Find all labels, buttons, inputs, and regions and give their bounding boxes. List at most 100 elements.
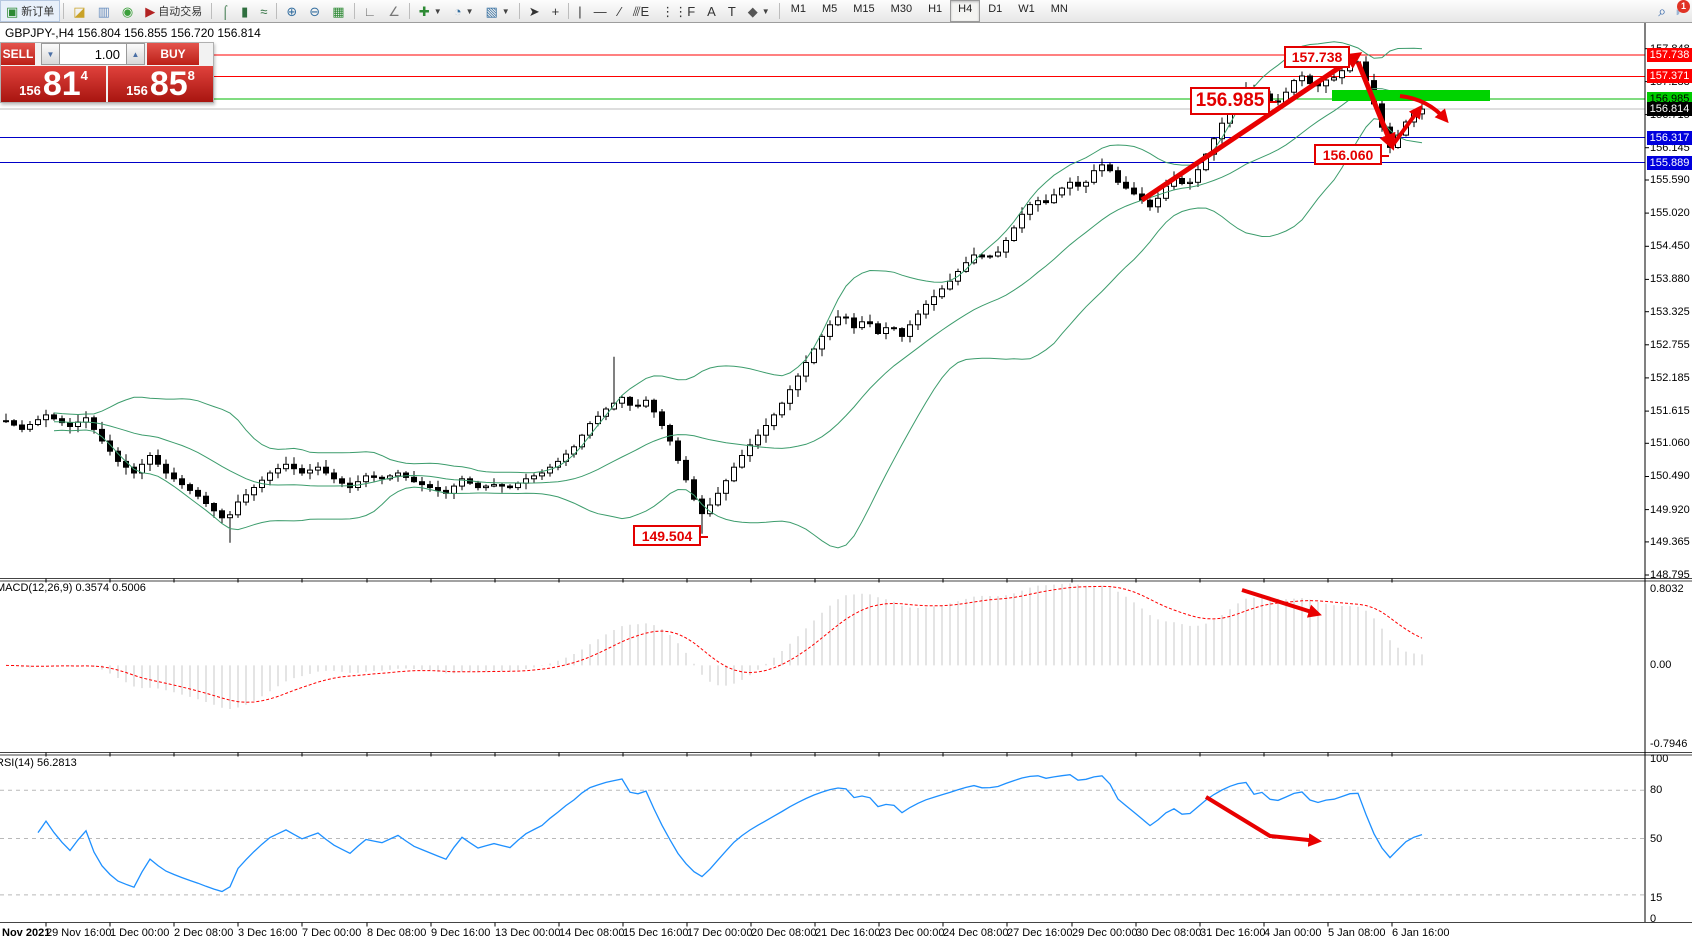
volume-input[interactable] [60,43,126,65]
shapes-button[interactable]: ◆ ▼ [742,0,776,22]
profile-icon: ▥ [97,3,110,19]
text-button[interactable]: A [701,0,722,22]
time-axis-label: 27 Dec 16:00 [1007,927,1073,939]
crosshair-button[interactable]: + [546,0,566,22]
price-annotation-label[interactable]: 156.985 [1190,87,1277,115]
styler-button[interactable]: ◪ [67,0,91,22]
search-icon[interactable]: ⌕ [1658,2,1667,19]
price-axis-tick-label: 149.920 [1650,504,1690,516]
axis-tick-marks [45,48,1649,927]
new-order-button[interactable]: ▣ 新订单 [0,0,61,22]
time-axis-label: 3 Dec 16:00 [238,927,298,939]
notifications-icon[interactable]: ◗1 [1674,0,1690,19]
price-axis-tick-label: 155.590 [1650,174,1690,186]
label-icon: T [727,3,736,19]
price-axis-tick-label: 149.365 [1650,536,1690,548]
horizontal-line-button[interactable]: — [588,0,613,22]
tile-windows-icon: ▦ [332,3,345,19]
fibonacci-button[interactable]: ⋮⋮F [655,0,701,22]
fibonacci-icon: ⋮⋮F [661,3,696,19]
indicator-list-icon: ∠ [388,3,400,19]
timeframe-button-h1[interactable]: H1 [928,3,943,15]
price-axis-tick-label: 152.755 [1650,339,1690,351]
trend-arrows[interactable] [1140,52,1449,847]
time-axis-label: 31 Dec 16:00 [1200,927,1266,939]
label-button[interactable]: T [722,0,742,22]
buy-button[interactable]: BUY [147,43,199,65]
vertical-line-icon: | [578,3,582,19]
chevron-down-icon[interactable]: ▼ [465,6,474,16]
annotation-anchor-tick [1350,57,1357,59]
price-annotation-label[interactable]: 157.738 [1284,46,1357,68]
time-axis-label: 8 Dec 08:00 [367,927,427,939]
volume-increase-button[interactable]: ▲ [126,43,145,65]
sell-price-tile[interactable]: 156 81 4 [1,66,106,102]
macd-histogram [13,583,1423,709]
cursor-icon: ➤ [528,3,540,19]
zoom-out-button[interactable]: ⊖ [303,0,326,22]
autotrading-button[interactable]: ▶ 自动交易 [139,0,208,22]
channel-icon: ⫻E [632,3,650,19]
rsi-scale-label: 100 [1650,753,1669,765]
trendline-button[interactable]: ∕ [613,0,627,22]
time-axis-label: 13 Dec 00:00 [495,927,561,939]
sell-button[interactable]: SELL [1,43,35,65]
channel-button[interactable]: ⫻E [627,0,655,22]
notification-count-badge: 1 [1677,0,1690,13]
buy-price-tile[interactable]: 156 85 8 [108,66,213,102]
toolbar-separator [276,3,278,19]
time-axis-label: 15 Dec 16:00 [623,927,689,939]
add-indicator-icon: ✚ [418,3,430,19]
indicators-button[interactable]: ∟ [358,0,383,22]
price-level-badge: 157.738 [1647,48,1692,62]
toolbar-separator [63,3,65,19]
support-zone-rectangle[interactable] [1332,90,1490,101]
time-axis-label: 17 Dec 00:00 [687,927,753,939]
timeframe-button-w1[interactable]: W1 [1018,3,1035,15]
price-annotation-label[interactable]: 149.504 [633,525,708,546]
styler-icon: ◪ [73,3,86,19]
text-icon: A [707,3,716,19]
indicator-list-button[interactable]: ∠ [382,0,406,22]
chevron-down-icon[interactable]: ▼ [433,6,442,16]
macd-scale-label: 0.8032 [1650,583,1684,595]
timeframe-button-m1[interactable]: M1 [790,3,806,15]
profile-button[interactable]: ▥ [92,0,116,22]
tile-windows-button[interactable]: ▦ [326,0,350,22]
chevron-down-icon[interactable]: ▼ [501,6,510,16]
volume-decrease-button[interactable]: ▼ [41,43,60,65]
zoom-out-icon: ⊖ [309,3,321,19]
timeframe-button-m30[interactable]: M30 [890,3,913,15]
line-chart-button[interactable]: ≈ [254,0,273,22]
cursor-button[interactable]: ➤ [523,0,546,22]
timeframe-button-mn[interactable]: MN [1050,3,1068,15]
chevron-down-icon[interactable]: ▼ [761,6,770,16]
price-level-badge: 156.814 [1647,102,1692,116]
time-axis-label: 29 Nov 16:00 [46,927,112,939]
add-indicator-button[interactable]: ✚ ▼ [413,0,448,22]
timeframe-button-h4[interactable]: H4 [950,0,981,22]
timeframe-button-m5[interactable]: M5 [821,3,838,15]
indicators-icon: ∟ [363,3,377,19]
price-axis-tick-label: 150.490 [1650,470,1690,482]
signal-button[interactable]: ◉ [116,0,139,22]
time-axis-label: 4 Jan 00:00 [1264,927,1322,939]
time-axis-label: 1 Dec 00:00 [110,927,170,939]
vertical-line-button[interactable]: | [572,0,587,22]
periods-button[interactable]: ◔ ▼ [448,0,480,22]
price-annotation-label[interactable]: 156.060 [1314,144,1389,165]
toolbar-separator [778,3,780,19]
bar-chart-button[interactable]: ⌠ [215,0,235,22]
time-axis-month-label: Nov 2021 [2,927,51,939]
price-axis-tick-label: 153.325 [1650,306,1690,318]
templates-button[interactable]: ▧ ▼ [480,0,516,22]
timeframe-button-m15[interactable]: M15 [853,3,875,15]
zoom-in-button[interactable]: ⊕ [280,0,303,22]
bollinger-bands [53,41,1423,549]
candle-chart-button[interactable]: ▮ [235,0,254,22]
autotrading-icon: ▶ [145,3,156,19]
rsi-line [37,774,1423,893]
timeframe-button-d1[interactable]: D1 [988,3,1003,15]
